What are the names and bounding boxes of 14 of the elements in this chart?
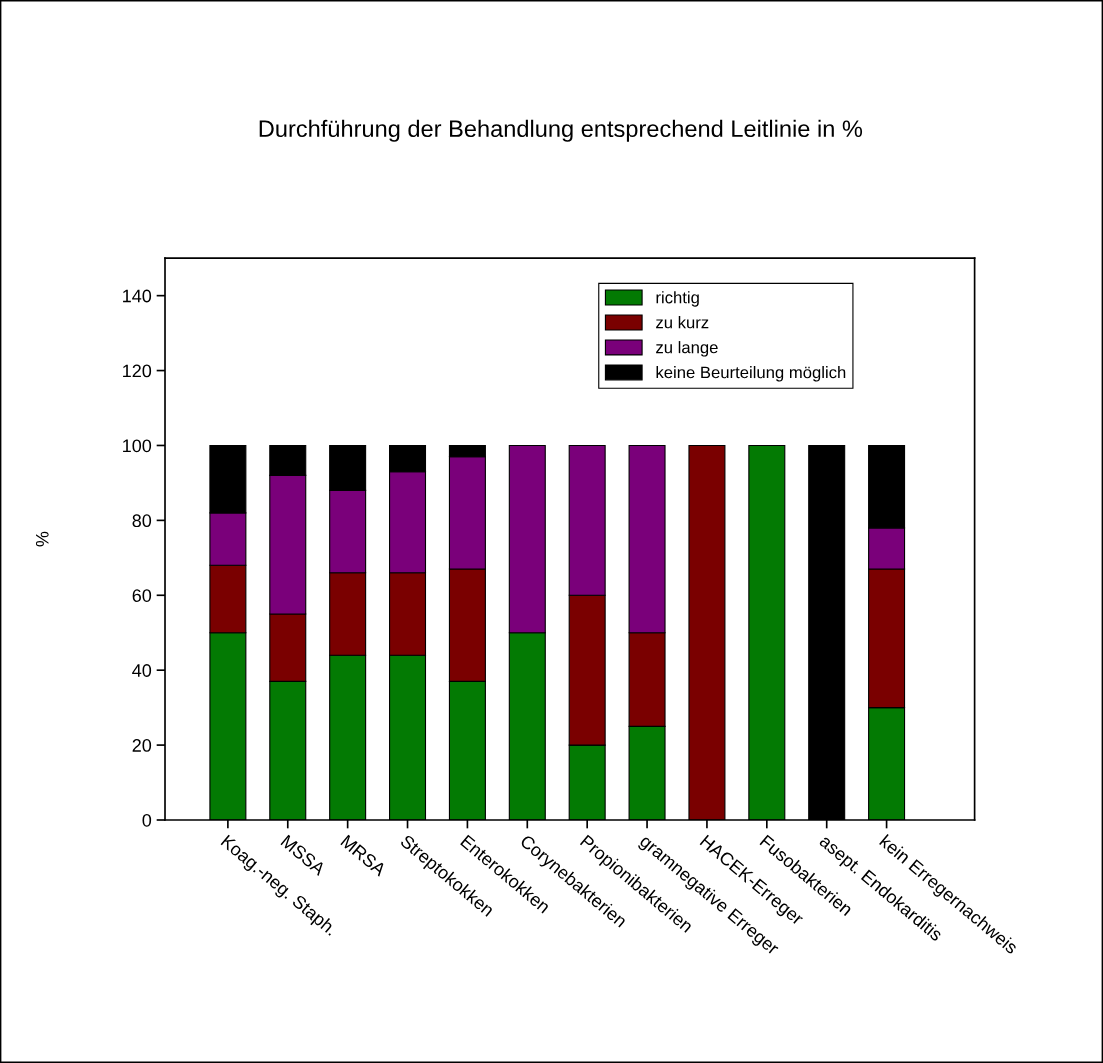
- legend-label: richtig: [656, 291, 699, 307]
- y-tick-label: 60: [132, 589, 152, 602]
- legend-label: zu kurz: [656, 316, 709, 329]
- y-axis-title: %: [35, 531, 49, 547]
- y-tick-label: 140: [123, 289, 152, 303]
- chart-title: Durchführung der Behandlung entsprechend Leitlinie in %: [259, 119, 863, 142]
- legend-label: keine Beurteilung möglich: [656, 366, 846, 382]
- y-tick-label: 0: [142, 813, 152, 827]
- legend-label: zu lange: [656, 341, 718, 357]
- y-tick-label: 100: [123, 439, 152, 453]
- y-tick-label: 40: [132, 664, 152, 677]
- y-tick-label: 20: [132, 739, 152, 752]
- y-tick-label: 120: [123, 364, 152, 378]
- y-tick-label: 80: [132, 514, 152, 528]
